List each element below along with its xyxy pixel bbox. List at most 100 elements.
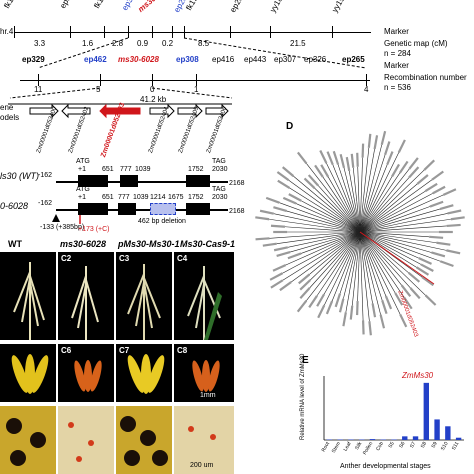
tree-branch (326, 162, 350, 211)
tree-branch (384, 244, 422, 265)
tree-branch (331, 249, 354, 302)
tree-leaf-label (255, 237, 270, 241)
tree-branch (286, 210, 332, 225)
tree-branch (359, 219, 394, 233)
tree-leaf-label (409, 287, 421, 300)
fine-marker: ep462 (84, 55, 107, 64)
tick (100, 74, 102, 86)
tree-leaf-label (386, 151, 394, 165)
gene-arrow-right (177, 103, 203, 119)
tick (270, 26, 272, 38)
tree-branch (368, 164, 388, 211)
tree-branch (377, 177, 410, 213)
fine-marker: ep326 (304, 55, 327, 64)
tree-leaf-label (371, 303, 377, 318)
tree-branch (337, 164, 354, 211)
cell-label: C7 (119, 346, 130, 355)
tree-branch (331, 223, 361, 233)
tree-branch (368, 259, 383, 301)
insertion-triangle (52, 214, 60, 222)
coord-start: -162 (38, 172, 53, 179)
tree-branch (359, 220, 385, 233)
tick (172, 26, 174, 38)
panel-letter: E (302, 355, 309, 366)
marker-caption-2: Marker (384, 61, 409, 70)
photo-pollen-wt (0, 406, 56, 474)
tree-leaf-label (432, 185, 446, 195)
tree-leaf-label (442, 188, 457, 196)
tree-leaf-label (270, 279, 284, 289)
tree-branch (284, 226, 331, 231)
tree-branch (376, 245, 409, 274)
tree-branch (364, 149, 375, 206)
tree-branch (295, 203, 328, 218)
tree-branch (388, 239, 432, 253)
tree-leaf-label (332, 150, 340, 165)
tree-leaf-label (277, 179, 291, 189)
tree-branch (375, 259, 396, 294)
pollen-grain (152, 450, 168, 466)
tree-leaf-label (446, 223, 461, 228)
tree-leaf-label (384, 295, 393, 310)
tree-branch (351, 199, 361, 233)
x-tick-label: S7 (409, 441, 417, 449)
tree-branch (359, 231, 376, 255)
tree-branch (356, 231, 361, 262)
distance-label: 0.9 (137, 39, 149, 48)
fine-marker: ep329 (22, 55, 45, 64)
bar (412, 436, 419, 440)
tree-branch (359, 231, 376, 260)
tree-branch (359, 204, 362, 233)
tree-branch (276, 236, 329, 245)
tree-branch (343, 252, 356, 299)
tree-branch (359, 231, 384, 262)
tree-leaf-label (446, 249, 461, 255)
tree-leaf-label (391, 163, 400, 178)
tree-branch (359, 231, 370, 260)
tree-branch (386, 235, 437, 244)
tree-branch (376, 179, 433, 221)
x-tick-label: S8 (420, 441, 428, 449)
tree-leaf-label (402, 296, 413, 310)
photo-pollen-cas9: 200 um (174, 406, 234, 474)
tree-branch (339, 257, 352, 294)
tree-branch (341, 231, 361, 265)
tree-branch (382, 239, 441, 262)
tree-branch (386, 257, 426, 296)
x-tick-label: Leaf (343, 440, 353, 452)
tree-branch (310, 247, 344, 281)
coord: +1 (78, 194, 86, 201)
phylogenetic-tree (255, 130, 465, 336)
tree-branch (334, 213, 361, 233)
tick (230, 26, 232, 38)
tree-leaf-label (416, 266, 430, 276)
distance-label: 2.8 (112, 39, 124, 48)
fine-map-line (20, 80, 370, 82)
tree-leaf-label (399, 313, 408, 328)
tree-leaf-label (420, 263, 434, 272)
tree-leaf-label (398, 160, 409, 174)
tree-leaf-label (272, 264, 287, 272)
tree-branch (317, 185, 348, 218)
bar (423, 382, 429, 440)
x-tick-label: S5 (387, 441, 395, 449)
tree-branch (327, 176, 347, 209)
tree-leaf-label (281, 166, 295, 177)
tree-leaf-label (447, 209, 462, 215)
tree-leaf-label (429, 200, 444, 208)
tree-branch (379, 235, 447, 251)
deletion-label: 462 bp deletion (138, 218, 186, 225)
pollen-grain (124, 450, 140, 466)
tree-branch (351, 231, 361, 258)
tree-branch (388, 244, 419, 259)
tree-branch (359, 231, 387, 237)
tree-branch (285, 245, 331, 266)
tree-branch (353, 231, 361, 265)
tree-branch (358, 231, 361, 260)
tree-leaf-label (288, 193, 302, 202)
photo-tassel-complemented: C3 (116, 252, 172, 340)
tree-leaf-label (384, 141, 391, 156)
tree-branch (358, 205, 361, 233)
